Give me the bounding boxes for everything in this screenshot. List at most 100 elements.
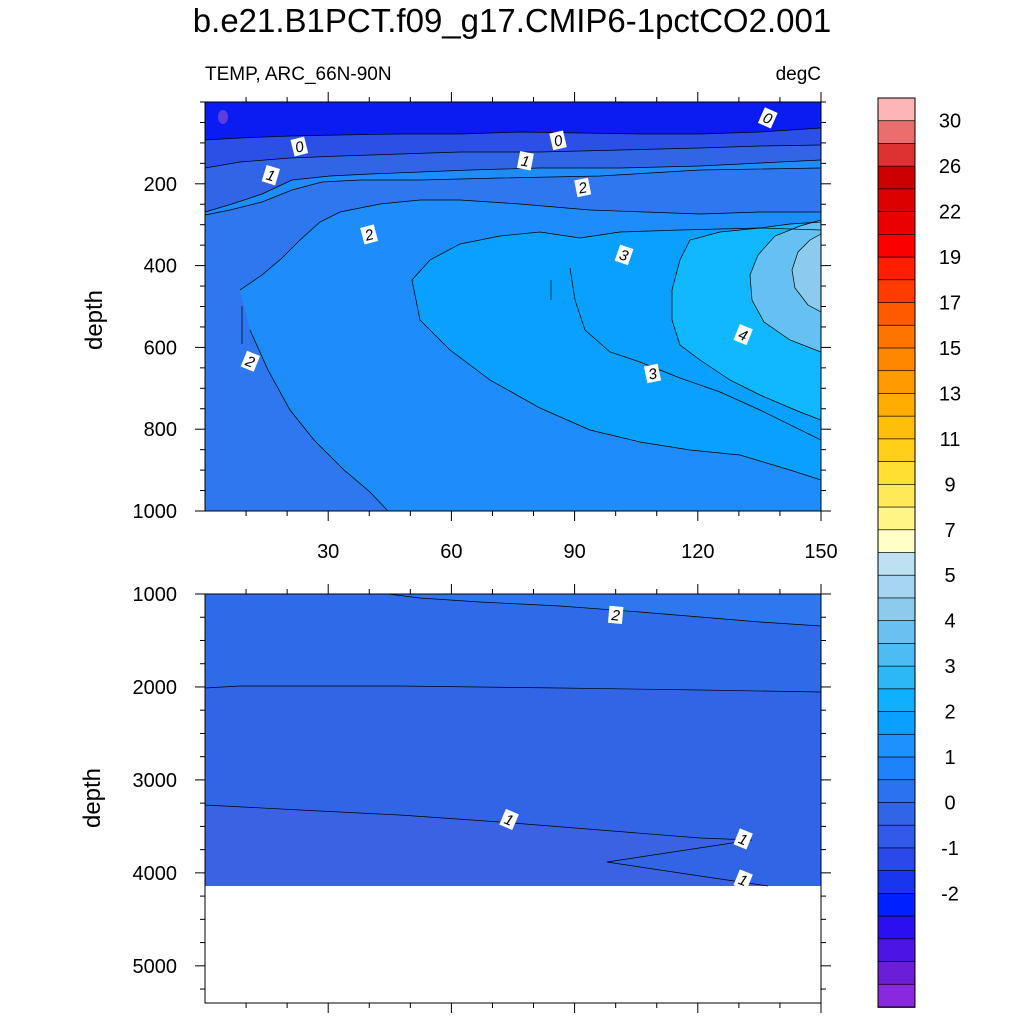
- y-tick-label: 1000: [133, 584, 178, 606]
- contour-label: 2: [240, 350, 261, 372]
- x-tick-label: 90: [563, 541, 585, 563]
- y-tick-label: 2000: [133, 677, 178, 699]
- contour-label: 2: [607, 605, 624, 625]
- contour-label-box: [733, 869, 753, 891]
- chart-title: b.e21.B1PCT.f09_g17.CMIP6-1pctCO2.001: [192, 2, 832, 39]
- colorbar-swatch: [877, 370, 916, 395]
- colorbar-label: -2: [941, 883, 959, 905]
- colorbar-swatch: [877, 347, 916, 372]
- upper-contour-lines: [205, 127, 821, 511]
- contour-label: 3: [643, 363, 662, 384]
- lower-plot-frame: [204, 593, 822, 1004]
- lower-ylabel: depth: [79, 768, 106, 828]
- x-tick-label: 60: [440, 541, 462, 563]
- fill-band-6-7: [792, 234, 821, 312]
- contour-label: 1: [733, 828, 753, 850]
- colorbar-frame: [877, 97, 916, 1008]
- colorbar-swatch: [877, 847, 916, 872]
- contour-label: 1: [516, 151, 534, 171]
- y-tick-label: 3000: [133, 770, 178, 792]
- colorbar-swatch: [877, 665, 916, 690]
- colorbar-swatch: [877, 938, 916, 963]
- colorbar-swatch: [877, 552, 916, 577]
- colorbar-label: 17: [939, 293, 961, 315]
- colorbar-swatch: [877, 961, 916, 986]
- colorbar-label: 9: [944, 474, 955, 496]
- colorbar-label: 5: [944, 565, 955, 587]
- colorbar-swatch: [877, 870, 916, 895]
- lower-panel: 2 1 1 1 1000 2000 3000 4000 5000 depth: [79, 584, 831, 1013]
- y-tick-label: 4000: [133, 863, 178, 885]
- colorbar-swatch: [877, 597, 916, 622]
- x-tick-label: 120: [681, 541, 714, 563]
- contour-label: 0: [549, 130, 567, 151]
- colorbar-swatch: [877, 574, 916, 599]
- colorbar-label: 7: [944, 520, 955, 542]
- colorbar-swatch: [877, 143, 916, 168]
- colorbar-label: 2: [944, 702, 955, 724]
- contour-label: 2: [360, 224, 379, 245]
- y-tick-label: 5000: [133, 956, 178, 978]
- fill-band-0-1-lower: [205, 805, 768, 886]
- colorbar-swatch: [877, 234, 916, 258]
- chart-subtitle-units: degC: [775, 64, 821, 85]
- colorbar-swatch: [877, 779, 916, 804]
- colorbar-swatch: [877, 188, 916, 213]
- colorbar: 30 26 22 19 17 15 13 11 9 7 5 4 3 2 1 0 -1 -2: [877, 97, 961, 1008]
- colorbar-swatch: [877, 393, 916, 417]
- fill-band-below-0: [205, 102, 821, 140]
- colorbar-label: 30: [939, 111, 961, 133]
- colorbar-label: 13: [939, 383, 961, 405]
- colorbar-swatch: [877, 256, 916, 281]
- contour-label-box: [290, 136, 309, 157]
- contour-label-box: [643, 363, 662, 384]
- colorbar-swatch: [877, 506, 916, 531]
- contour-label: 2: [574, 177, 592, 198]
- colorbar-label: 0: [944, 792, 955, 814]
- colorbar-swatch: [877, 438, 916, 463]
- colorbar-label: 15: [939, 338, 961, 360]
- x-tick-label: 150: [804, 541, 837, 563]
- colorbar-label: -1: [941, 838, 959, 860]
- upper-ylabel: depth: [81, 290, 108, 350]
- colorbar-swatch: [877, 711, 916, 736]
- contour-label-box: [733, 828, 753, 850]
- colorbar-swatch: [877, 324, 916, 349]
- colorbar-swatch: [877, 120, 916, 145]
- contour-label-box: [549, 130, 567, 151]
- lower-contour-fill: [205, 594, 821, 887]
- lower-contour-labels: 2 1 1 1: [499, 605, 753, 891]
- colorbar-swatch: [877, 915, 916, 940]
- chart-subtitle-variable: TEMP, ARC_66N-90N: [205, 64, 392, 85]
- contour-label: 3: [614, 244, 634, 265]
- contour-label-box: [240, 350, 261, 372]
- contour-label: 1: [733, 869, 753, 891]
- colorbar-label: 3: [944, 656, 955, 678]
- contour-label-box: [607, 605, 624, 624]
- y-tick-label: 800: [144, 419, 177, 441]
- contour-label-box: [261, 164, 281, 186]
- colorbar-swatch: [877, 620, 916, 645]
- colorbar-swatch: [877, 279, 916, 304]
- contour-label-text: 1: [520, 153, 531, 171]
- colorbar-swatch: [877, 211, 916, 236]
- contour-label-box: [499, 808, 519, 830]
- y-tick-label: 200: [144, 174, 177, 196]
- colorbar-swatch: [877, 461, 916, 486]
- contour-label: 0: [757, 107, 778, 129]
- colorbar-swatch: [877, 733, 916, 758]
- contour-label-box: [757, 107, 778, 129]
- colorbar-swatch: [877, 643, 916, 667]
- colorbar-swatch: [877, 97, 916, 122]
- contour-label: 4: [733, 324, 753, 346]
- colorbar-swatch: [877, 688, 916, 713]
- contour-label: 0: [290, 136, 309, 157]
- colorbar-swatch: [877, 302, 916, 327]
- contour-label-box: [360, 224, 379, 245]
- colorbar-swatch: [877, 165, 916, 190]
- colorbar-swatch: [877, 824, 916, 849]
- colorbar-swatch: [877, 415, 916, 440]
